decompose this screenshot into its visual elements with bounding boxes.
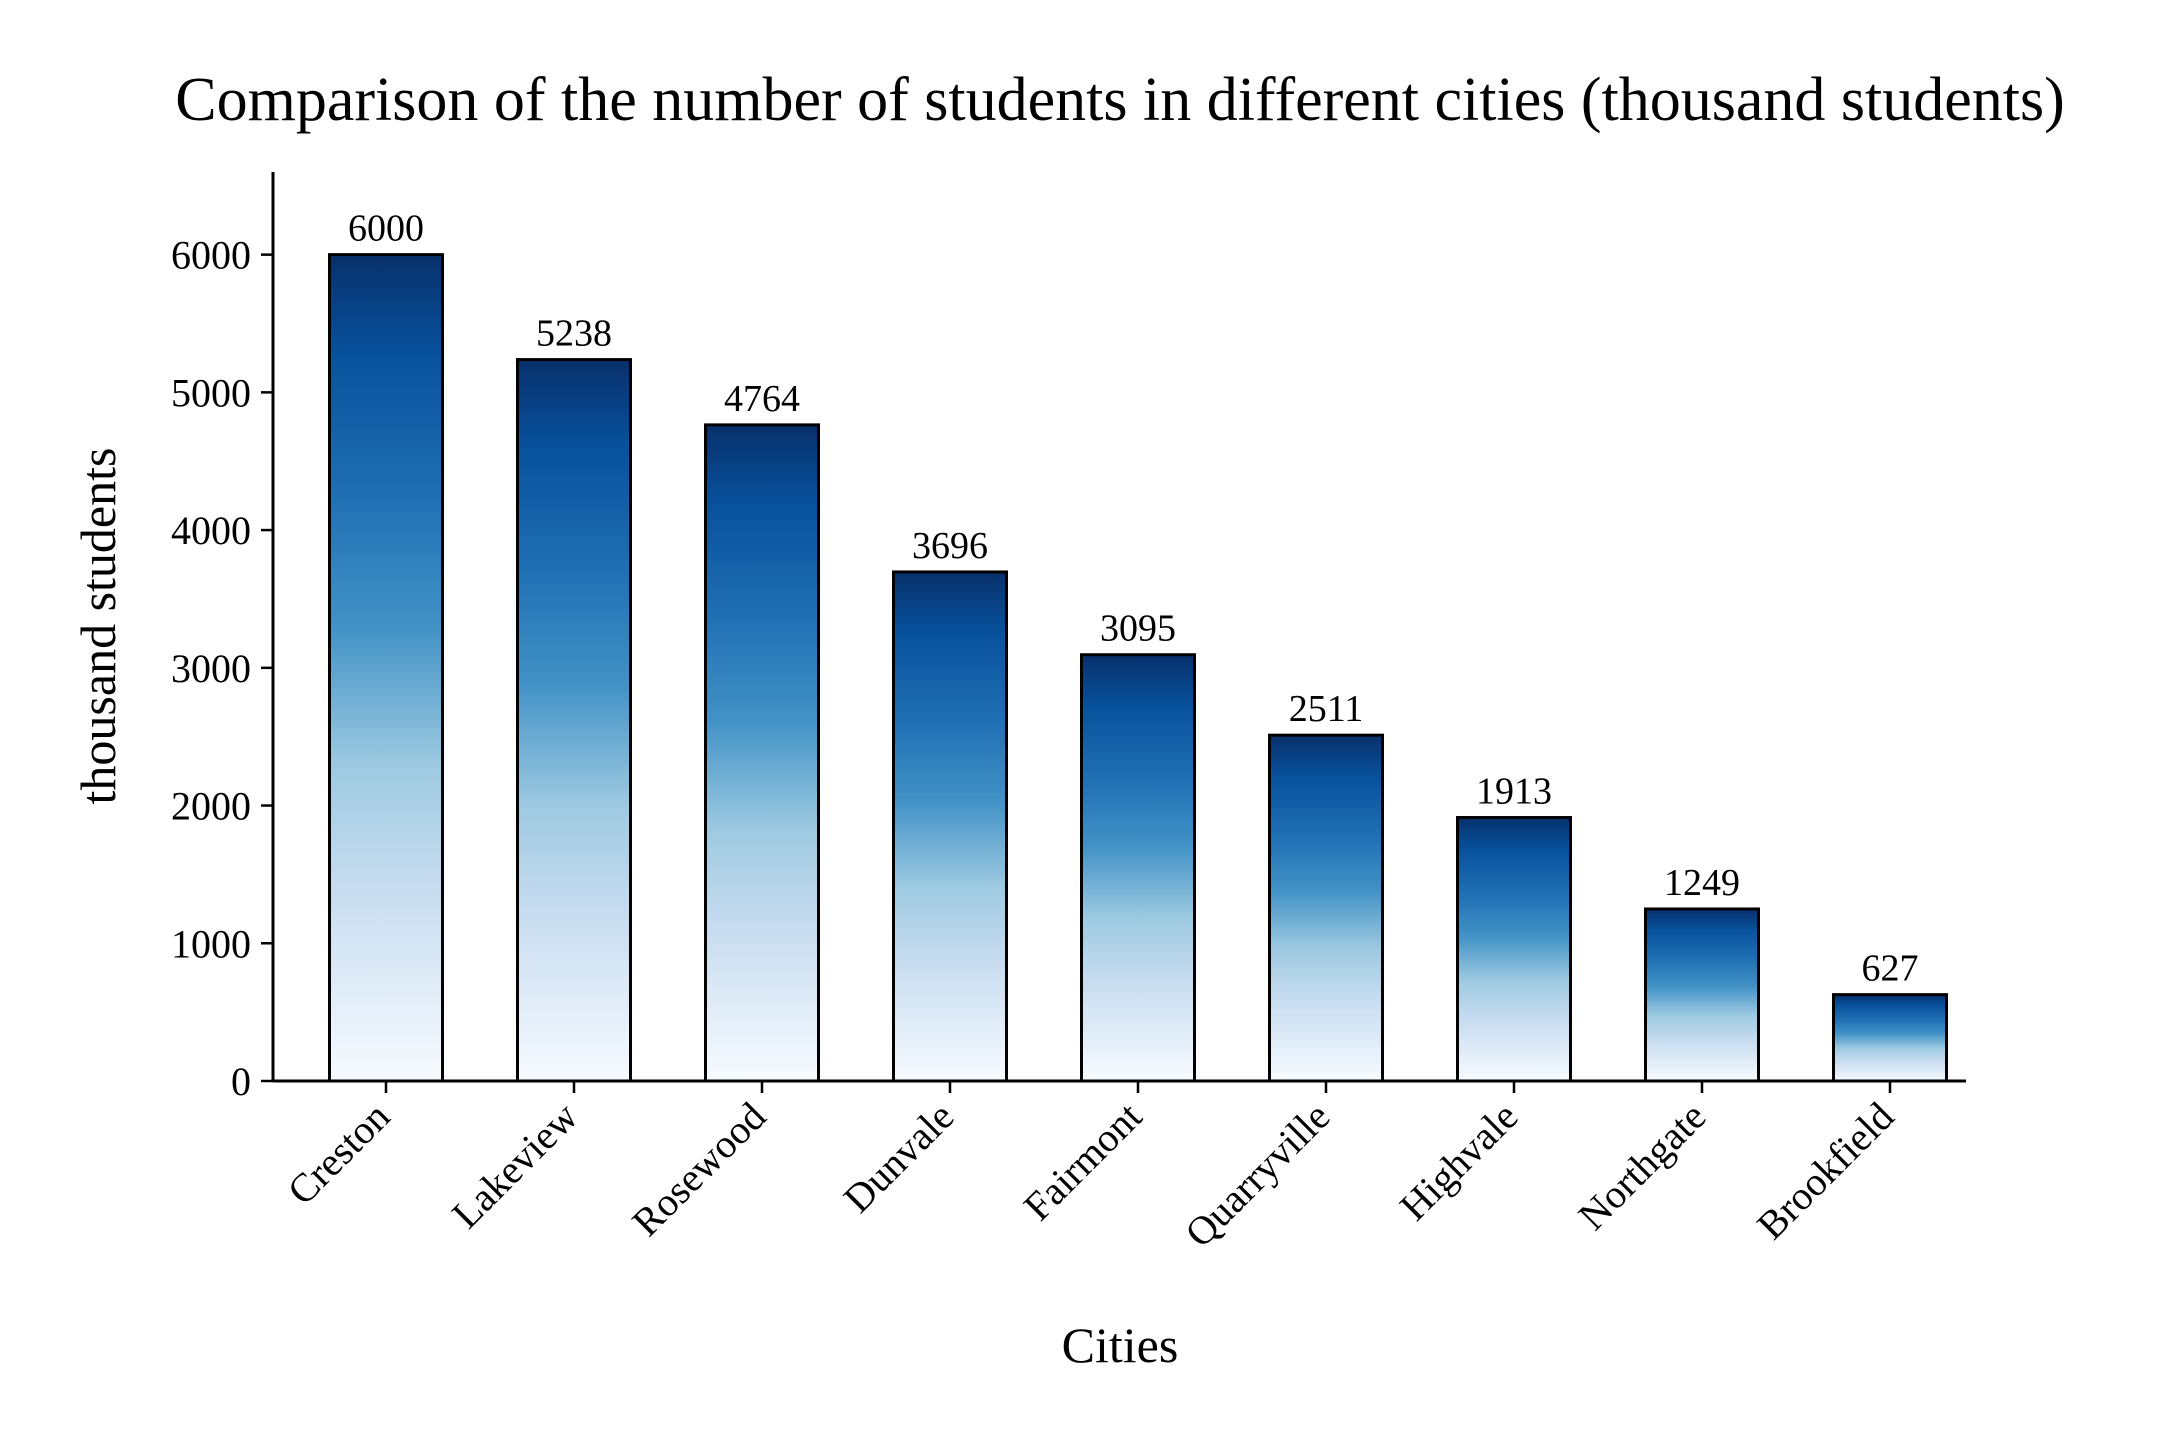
bar-northgate	[1644, 907, 1760, 1083]
x-tick-label: Quarryville	[1176, 1094, 1338, 1256]
y-axis-ticks: 0 1000 2000 3000 4000 5000 6000	[171, 233, 273, 1104]
x-axis-ticks: Creston Lakeview Rosewood Dunvale Fairmont Qu…	[279, 1081, 1902, 1256]
data-label: 3696	[912, 525, 988, 567]
x-axis-label: Cities	[1062, 1317, 1179, 1373]
data-label: 2511	[1289, 688, 1364, 730]
data-label: 5238	[536, 313, 612, 355]
y-tick-label: 3000	[171, 646, 251, 691]
data-label: 627	[1862, 948, 1919, 990]
bar-creston	[328, 253, 444, 1083]
bar-rosewood	[704, 423, 820, 1083]
x-tick-label: Northgate	[1569, 1094, 1714, 1239]
bars-group	[328, 253, 1948, 1083]
x-tick-label: Rosewood	[623, 1094, 774, 1245]
y-tick-label: 0	[231, 1059, 251, 1104]
bar-fairmont	[1080, 653, 1196, 1083]
bar-quarryville	[1268, 733, 1384, 1083]
x-tick-label: Creston	[279, 1094, 399, 1214]
x-tick-label: Lakeview	[443, 1093, 586, 1236]
x-tick-label: Brookfield	[1748, 1094, 1902, 1248]
y-tick-label: 1000	[171, 921, 251, 966]
data-label: 3095	[1100, 608, 1176, 650]
data-label: 1913	[1476, 771, 1552, 813]
bar-lakeview	[516, 358, 632, 1083]
x-tick-label: Highvale	[1391, 1094, 1526, 1229]
y-tick-label: 2000	[171, 784, 251, 829]
bar-highvale	[1456, 816, 1572, 1083]
data-label: 1249	[1664, 862, 1740, 904]
x-tick-label: Dunvale	[835, 1094, 963, 1222]
x-tick-label: Fairmont	[1015, 1094, 1151, 1230]
bar-dunvale	[892, 570, 1008, 1083]
data-labels-group: 6000 5238 4764 3696 3095 2511 1913 1249 627	[348, 208, 1919, 990]
data-label: 4764	[724, 378, 800, 420]
chart-title: Comparison of the number of students in …	[175, 66, 2065, 134]
y-tick-label: 6000	[171, 233, 251, 278]
y-axis-label: thousand students	[70, 448, 126, 805]
bar-brookfield	[1832, 993, 1948, 1083]
y-tick-label: 4000	[171, 508, 251, 553]
y-tick-label: 5000	[171, 370, 251, 415]
data-label: 6000	[348, 208, 424, 250]
